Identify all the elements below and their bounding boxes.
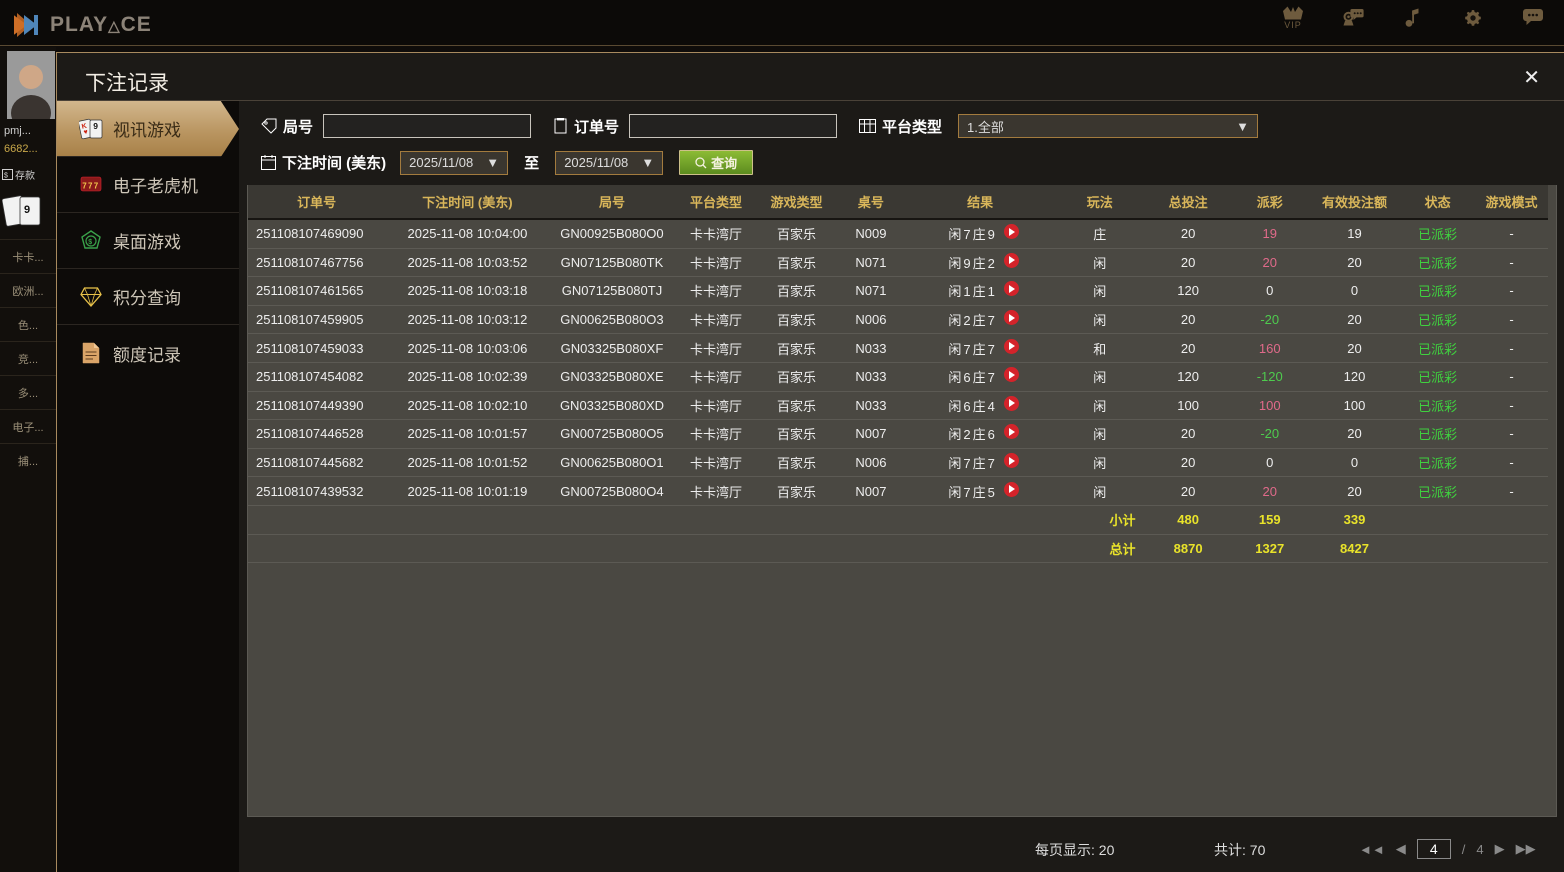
svg-text:9: 9 bbox=[93, 121, 98, 131]
svg-text:$: $ bbox=[4, 173, 8, 180]
svg-text:9: 9 bbox=[24, 204, 30, 216]
svg-text:7: 7 bbox=[82, 181, 87, 190]
svg-text:7: 7 bbox=[94, 181, 99, 190]
svg-text:$: $ bbox=[88, 239, 92, 246]
svg-text:7: 7 bbox=[88, 181, 93, 190]
